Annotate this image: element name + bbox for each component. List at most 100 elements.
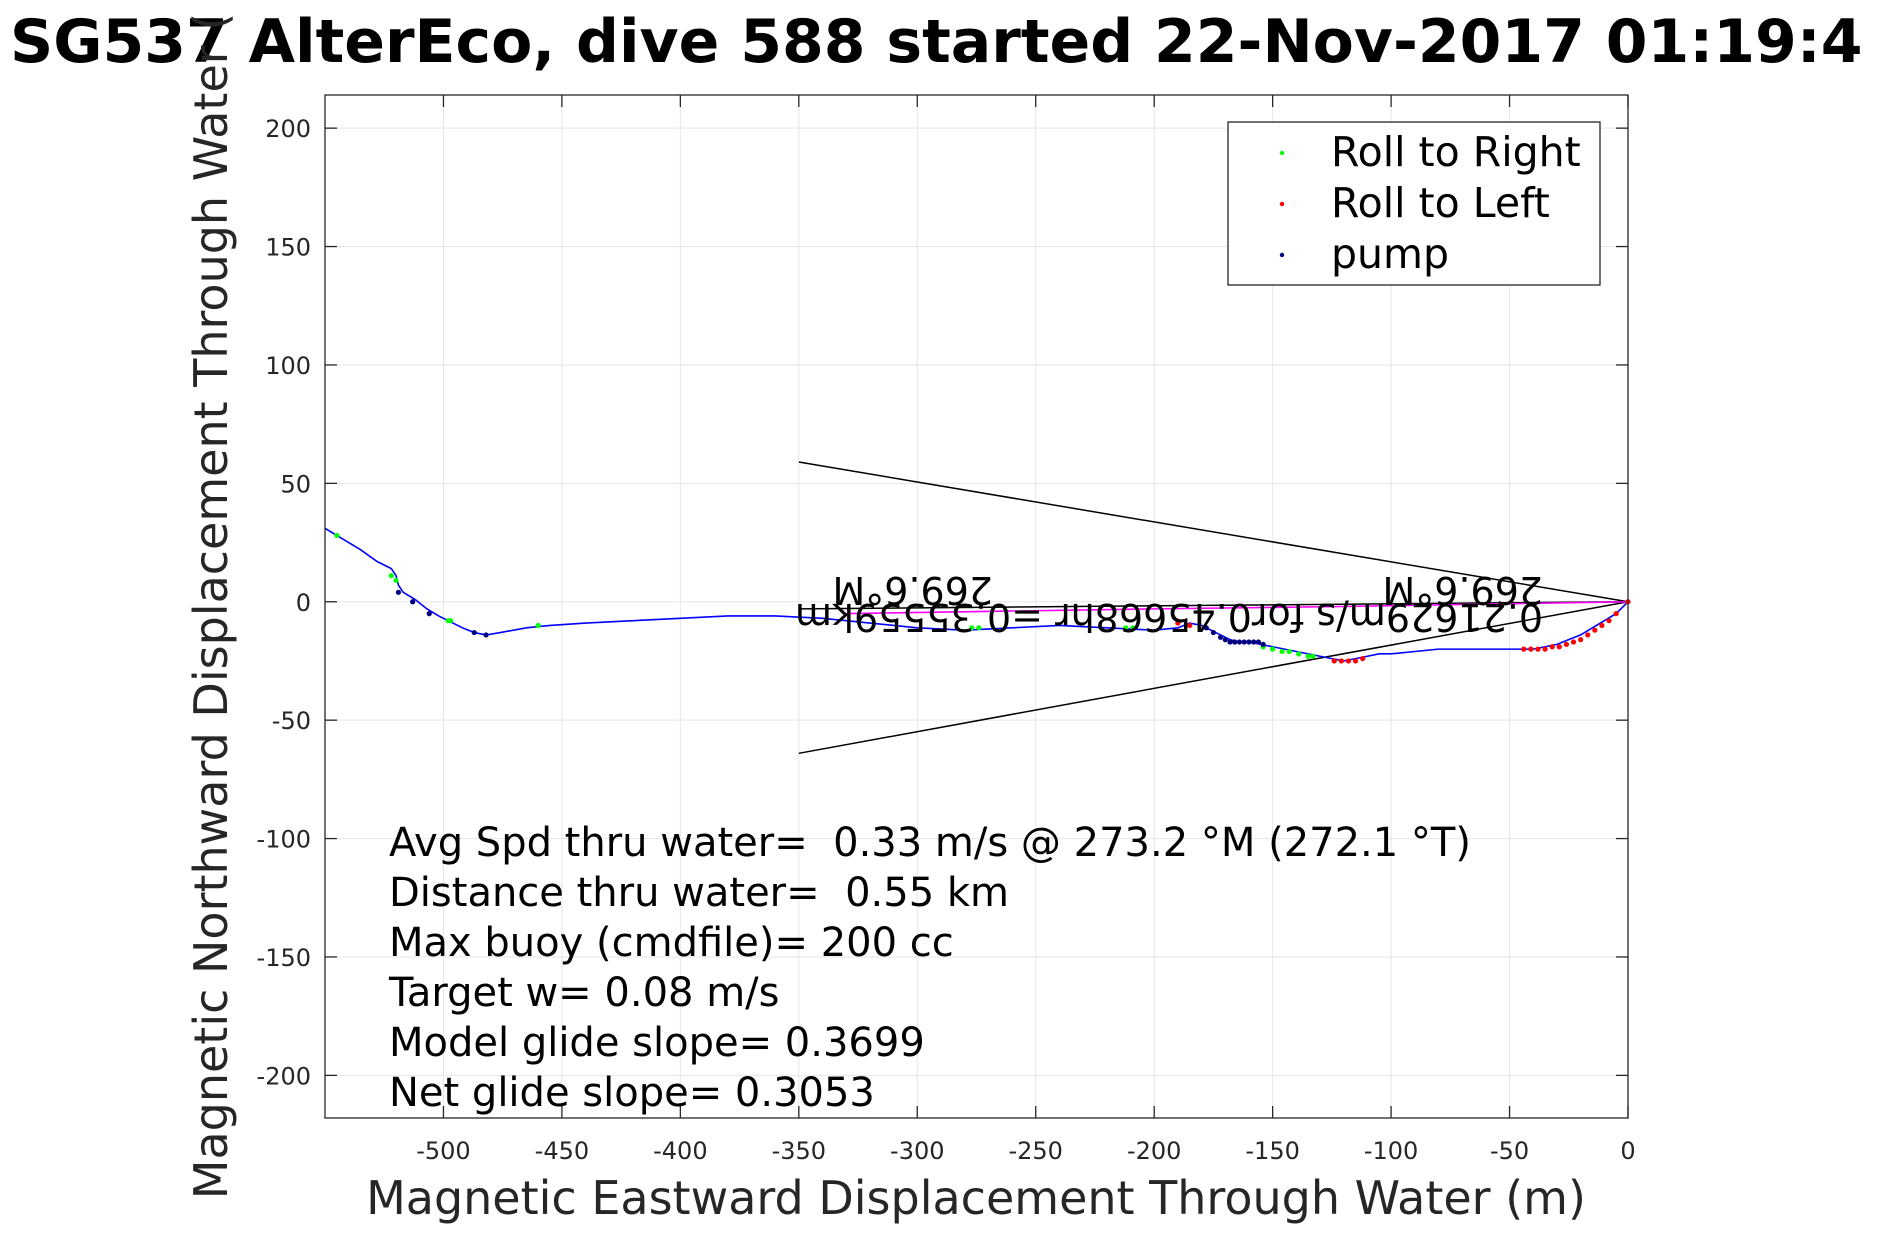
legend: Roll to Right Roll to Left pump — [1227, 121, 1601, 286]
x-tick-label: -350 — [772, 1137, 826, 1165]
roll-left-point — [1556, 644, 1562, 650]
roll-left-point — [1542, 646, 1548, 652]
roll-left-point — [1528, 646, 1534, 652]
roll-left-point — [1535, 646, 1541, 652]
x-tick-label: -150 — [1245, 1137, 1299, 1165]
roll-right-point — [1130, 625, 1136, 631]
current-vector-line — [798, 601, 1629, 610]
roll-right-point — [393, 577, 399, 584]
x-tick-label: -450 — [535, 1137, 589, 1165]
pump-point — [1227, 639, 1233, 645]
track-markers — [334, 532, 1631, 664]
legend-marker-roll-left — [1279, 201, 1285, 207]
roll-left-point — [1585, 632, 1591, 638]
roll-left-point — [1360, 655, 1366, 662]
x-tick-label: 0 — [1620, 1137, 1635, 1165]
pump-point — [1241, 639, 1247, 645]
y-tick-label: 150 — [265, 234, 311, 262]
roll-left-point — [1606, 618, 1612, 624]
roll-left-point — [1578, 637, 1584, 643]
x-tick-label: -500 — [416, 1137, 470, 1165]
legend-label-pump: pump — [1331, 230, 1449, 278]
roll-right-point — [1123, 625, 1129, 631]
stat-model-glide-slope: Model glide slope= 0.3699 — [389, 1020, 925, 1066]
x-tick-label: -50 — [1490, 1137, 1529, 1165]
roll-left-point — [1563, 641, 1570, 647]
plot-frame — [324, 94, 1629, 1119]
stat-net-glide-slope: Net glide slope= 0.3053 — [389, 1070, 875, 1116]
y-tick-label: -150 — [257, 944, 311, 972]
pump-point — [1210, 629, 1217, 636]
roll-right-point — [969, 625, 975, 631]
pump-point — [1251, 639, 1257, 645]
pump-point — [410, 599, 416, 605]
legend-label-roll-left: Roll to Left — [1331, 179, 1550, 227]
roll-right-point — [1305, 653, 1311, 659]
roll-right-point — [447, 618, 454, 624]
roll-right-point — [976, 625, 982, 631]
stat-avg-speed: Avg Spd thru water= 0.33 m/s @ 273.2 °M … — [389, 820, 1471, 866]
y-tick-label: 0 — [296, 589, 311, 617]
legend-marker-pump — [1279, 252, 1285, 258]
x-tick-label: -300 — [890, 1137, 944, 1165]
roll-right-point — [1279, 648, 1285, 655]
chart-title: SG537 AlterEco, dive 588 started 22-Nov-… — [10, 7, 1863, 77]
roll-right-point — [1286, 648, 1292, 655]
x-axis-label: Magnetic Eastward Displacement Through W… — [366, 1171, 1586, 1225]
pump-point — [1246, 639, 1252, 645]
x-tick-label: -250 — [1008, 1137, 1062, 1165]
roll-left-point — [1352, 658, 1359, 664]
roll-right-point — [1296, 651, 1302, 657]
roll-left-point — [1613, 611, 1619, 617]
pump-point — [1255, 639, 1262, 645]
dive-statistics: Avg Spd thru water= 0.33 m/s @ 273.2 °M … — [388, 820, 1471, 1116]
roll-right-point — [1310, 653, 1316, 659]
current-heading-labels: 269.6°M 269.6°M 0.21629m/s for0.45668hr … — [795, 568, 1543, 639]
pump-point — [483, 632, 489, 638]
pump-point — [1222, 637, 1228, 643]
stat-distance: Distance thru water= 0.55 km — [389, 870, 1009, 916]
pump-point — [1217, 634, 1224, 640]
roll-left-point — [1549, 644, 1555, 650]
roll-left-point — [1175, 620, 1181, 626]
pump-point — [1203, 625, 1209, 631]
legend-box — [1227, 121, 1601, 286]
roll-left-point — [1338, 658, 1344, 664]
roll-right-point — [1270, 646, 1276, 652]
pump-point — [426, 611, 432, 617]
current-vector-line — [798, 461, 1629, 603]
x-tick-label: -200 — [1127, 1137, 1181, 1165]
y-tick-label: -100 — [257, 826, 311, 854]
y-axis-ticks: 200 150 100 50 0 -50 -100 -150 -200 — [257, 115, 1628, 1090]
y-tick-label: 100 — [265, 352, 311, 380]
roll-left-point — [1345, 658, 1352, 664]
roll-left-point — [1331, 658, 1337, 664]
pump-point — [1260, 641, 1266, 647]
pump-point — [471, 629, 477, 636]
pump-point — [395, 589, 402, 595]
stat-max-buoy: Max buoy (cmdfile)= 200 cc — [389, 920, 954, 966]
current-speed-label: 0.21629m/s for0.45668hr =0.35559km — [795, 595, 1543, 639]
pump-point — [1236, 639, 1243, 645]
current-vector-line — [798, 601, 1629, 755]
y-tick-label: -200 — [257, 1062, 311, 1090]
stat-target-w: Target w= 0.08 m/s — [388, 970, 779, 1016]
surface-track-line — [846, 600, 1629, 615]
y-tick-label: 200 — [265, 115, 311, 143]
heading-label-far: 269.6°M — [832, 568, 993, 612]
y-axis-label: Magnetic Northward Displacement Through … — [184, 13, 238, 1199]
x-tick-label: -400 — [653, 1137, 707, 1165]
y-tick-label: 50 — [280, 470, 311, 498]
x-tick-label: -100 — [1364, 1137, 1418, 1165]
roll-right-point — [388, 573, 394, 579]
roll-left-point — [1592, 627, 1598, 633]
roll-left-point — [1187, 622, 1193, 629]
x-axis-ticks: -500 -450 -400 -350 -300 -250 -200 -150 -100 -50 0 — [416, 95, 1636, 1165]
current-vector-lines — [798, 461, 1629, 755]
roll-left-point — [1570, 639, 1577, 645]
roll-right-point — [334, 532, 340, 539]
pump-point — [1232, 639, 1238, 645]
legend-marker-roll-right — [1279, 150, 1285, 156]
heading-label-near: 269.6°M — [1382, 568, 1543, 612]
